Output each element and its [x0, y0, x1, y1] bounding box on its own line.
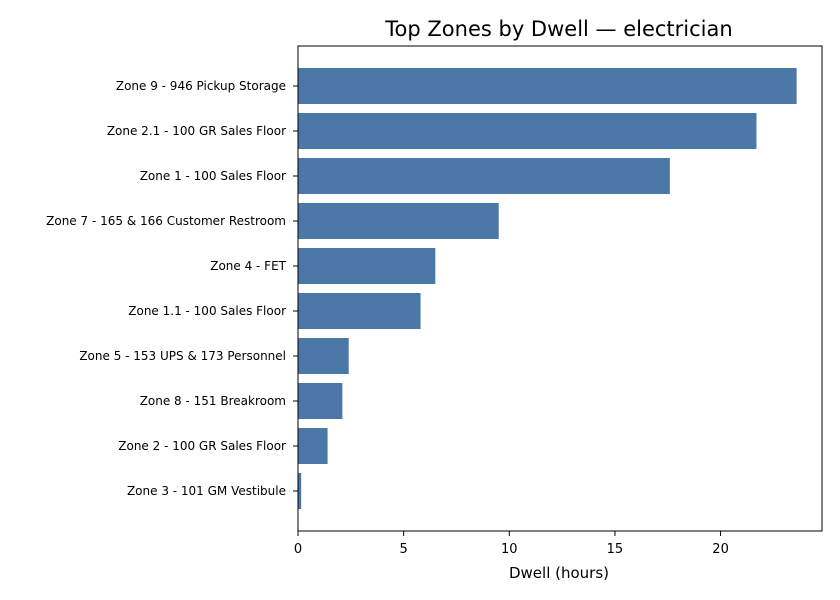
category-label: Zone 8 - 151 Breakroom — [140, 394, 286, 408]
x-tick-label: 10 — [501, 542, 518, 557]
bar — [298, 113, 757, 149]
category-label: Zone 3 - 101 GM Vestibule — [127, 484, 286, 498]
bar — [298, 473, 302, 509]
category-label: Zone 1 - 100 Sales Floor — [140, 169, 286, 183]
bar — [298, 428, 328, 464]
bar — [298, 248, 436, 284]
x-tick-label: 20 — [712, 542, 729, 557]
category-label: Zone 5 - 153 UPS & 173 Personnel — [79, 349, 286, 363]
category-label: Zone 7 - 165 & 166 Customer Restroom — [46, 214, 286, 228]
bar — [298, 338, 349, 374]
category-labels: Zone 9 - 946 Pickup Storage Zone 2.1 - 10… — [46, 79, 298, 498]
bar — [298, 383, 343, 419]
bar — [298, 293, 421, 329]
x-tick-label: 15 — [607, 542, 624, 557]
bar — [298, 158, 670, 194]
bars-group — [298, 68, 797, 509]
category-label: Zone 1.1 - 100 Sales Floor — [128, 304, 286, 318]
chart-title: Top Zones by Dwell — electrician — [384, 17, 732, 41]
category-label: Zone 2.1 - 100 GR Sales Floor — [107, 124, 286, 138]
category-label: Zone 2 - 100 GR Sales Floor — [118, 439, 286, 453]
x-tick-label: 5 — [400, 542, 408, 557]
plot-frame — [297, 45, 823, 532]
x-axis-label: Dwell (hours) — [509, 564, 609, 582]
category-label: Zone 4 - FET — [210, 259, 286, 273]
bar — [298, 68, 797, 104]
x-ticks: 0 5 10 15 20 — [294, 531, 729, 557]
bar — [298, 203, 499, 239]
category-label: Zone 9 - 946 Pickup Storage — [116, 79, 286, 93]
x-tick-label: 0 — [294, 542, 302, 557]
